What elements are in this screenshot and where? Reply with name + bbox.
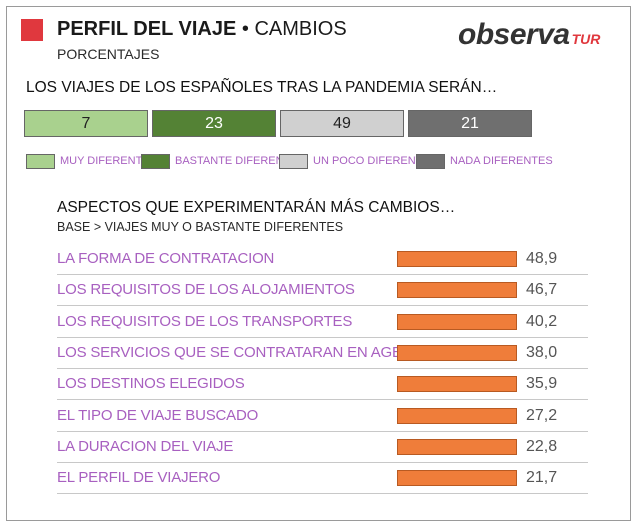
value-label: 21,7 <box>526 469 558 487</box>
value-label: 35,9 <box>526 375 558 393</box>
bar-chart-subtitle: BASE > VIAJES MUY O BASTANTE DIFERENTES <box>57 220 344 234</box>
value-label: 40,2 <box>526 312 558 330</box>
category-label: LOS SERVICIOS QUE SE CONTRATARAN EN AGEN… <box>57 343 447 361</box>
row-separator <box>57 461 588 463</box>
page-subtitle: PORCENTAJES <box>57 46 160 62</box>
value-label: 46,7 <box>526 281 558 299</box>
legend-swatch <box>279 154 308 169</box>
category-label: LOS REQUISITOS DE LOS ALOJAMIENTOS <box>57 281 355 299</box>
bar <box>397 251 517 267</box>
category-label: EL TIPO DE VIAJE BUSCADO <box>57 406 259 424</box>
stacked-segment-2: 23 <box>152 110 276 137</box>
bar <box>397 438 517 455</box>
value-label: 22,8 <box>526 437 558 455</box>
stacked-segment-1: 7 <box>24 110 148 137</box>
legend-swatch <box>26 154 55 169</box>
page-title: PERFIL DEL VIAJE • CAMBIOS <box>57 18 347 41</box>
category-label: LOS DESTINOS ELEGIDOS <box>57 375 245 393</box>
legend-swatch <box>141 154 170 169</box>
legend-label: MUY DIFERENTES <box>60 155 157 167</box>
bar-chart-title: ASPECTOS QUE EXPERIMENTARÁN MÁS CAMBIOS… <box>57 199 456 216</box>
row-separator <box>57 336 588 338</box>
bar <box>397 407 517 424</box>
row-separator <box>57 493 588 495</box>
category-label: EL PERFIL DE VIAJERO <box>57 469 221 487</box>
category-label: LA FORMA DE CONTRATACION <box>57 250 275 267</box>
stacked-segment-4: 21 <box>408 110 532 137</box>
row-separator <box>57 305 588 307</box>
bar <box>397 313 517 330</box>
bar <box>397 282 517 299</box>
bar <box>397 344 517 361</box>
bar <box>397 470 517 487</box>
bar <box>397 376 517 393</box>
legend-label: BASTANTE DIFERENTES <box>175 155 305 167</box>
stacked-chart-title: LOS VIAJES DE LOS ESPAÑOLES TRAS LA PAND… <box>26 79 498 96</box>
value-label: 48,9 <box>526 250 558 267</box>
section-marker <box>21 19 43 41</box>
row-separator <box>57 274 588 275</box>
legend-swatch <box>416 154 445 169</box>
title-main: PERFIL DEL VIAJE <box>57 18 237 40</box>
category-label: LA DURACION DEL VIAJE <box>57 437 234 455</box>
observatur-logo: observa TUR <box>458 18 600 52</box>
legend-label: UN POCO DIFERENTES <box>313 155 438 167</box>
row-separator <box>57 399 588 401</box>
row-separator <box>57 430 588 432</box>
title-separator: • <box>236 18 255 40</box>
panel-frame <box>6 6 631 521</box>
legend-label: NADA DIFERENTES <box>450 155 553 167</box>
value-label: 38,0 <box>526 343 558 361</box>
logo-suffix: TUR <box>571 31 601 47</box>
logo-wordmark: observa <box>458 18 570 51</box>
stacked-segment-3: 49 <box>280 110 404 137</box>
title-section: CAMBIOS <box>254 18 347 40</box>
category-label: LOS REQUISITOS DE LOS TRANSPORTES <box>57 312 353 330</box>
value-label: 27,2 <box>526 406 558 424</box>
row-separator <box>57 367 588 369</box>
